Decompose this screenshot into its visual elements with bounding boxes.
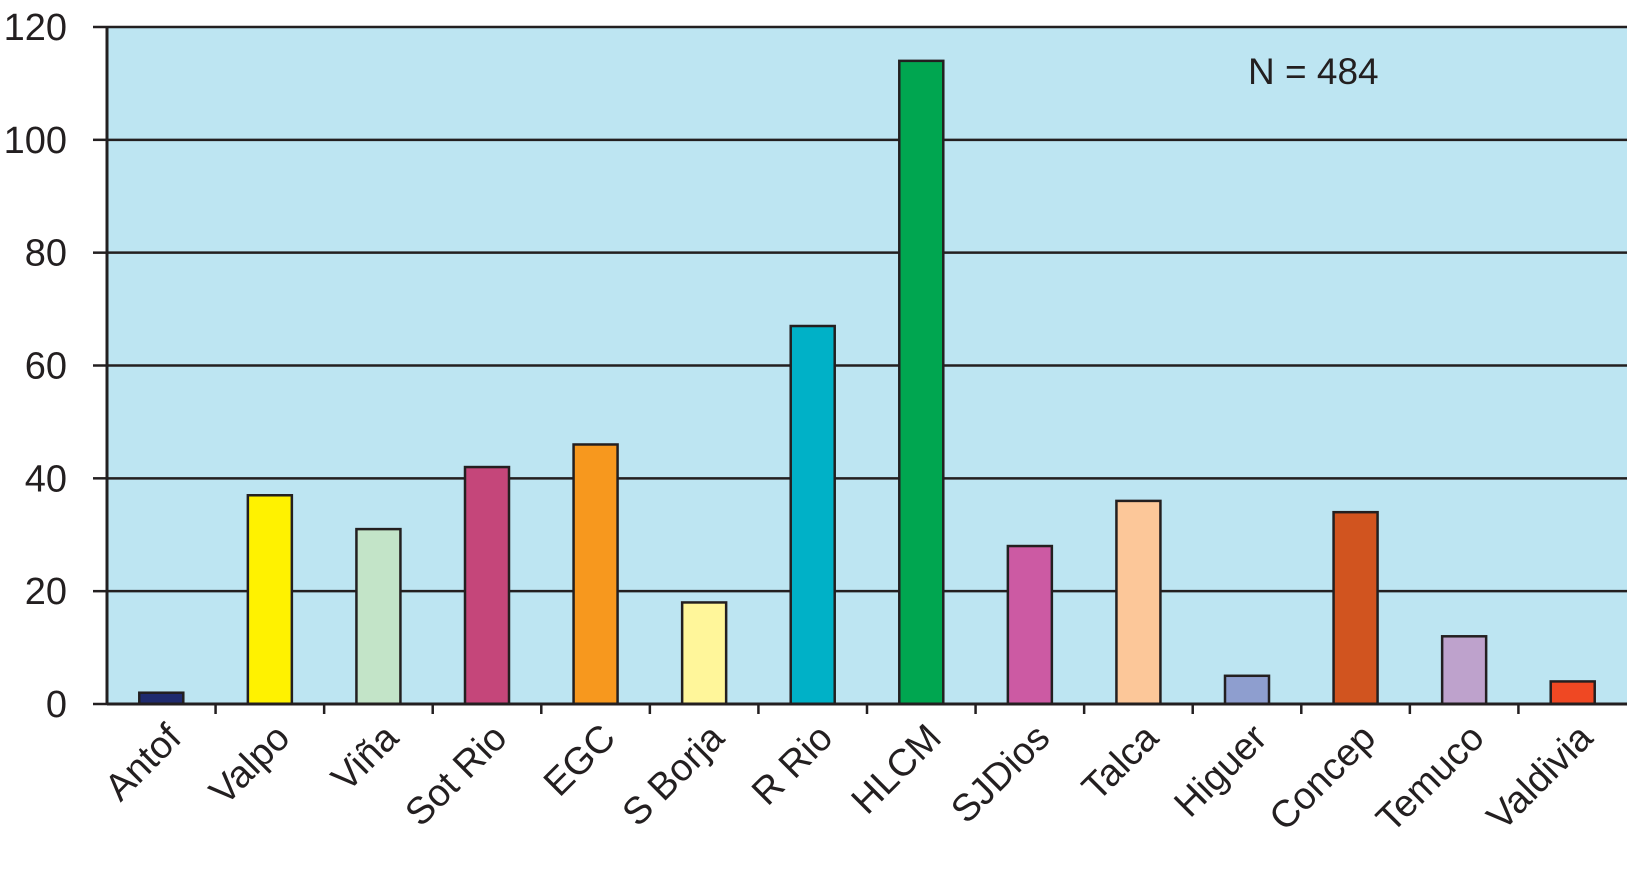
bar-valpo bbox=[246, 494, 294, 706]
x-category-label: Antof bbox=[97, 716, 190, 809]
y-tick-label: 120 bbox=[4, 7, 67, 49]
x-category-label: S Borja bbox=[615, 716, 733, 834]
x-category-label: R Rio bbox=[744, 717, 841, 814]
x-category-label: Concep bbox=[1262, 717, 1384, 839]
bar-s-borja bbox=[680, 601, 728, 706]
bar-concep bbox=[1332, 510, 1379, 706]
bar-egc bbox=[572, 443, 619, 706]
y-tick-label: 20 bbox=[25, 571, 67, 613]
x-category-label: SJDios bbox=[943, 717, 1058, 832]
y-tick-labels: 0 20 40 60 80 100 120 bbox=[4, 7, 107, 726]
y-tick-label: 60 bbox=[25, 346, 67, 388]
x-category-label: Sot Rio bbox=[398, 717, 516, 835]
x-category-label: Talca bbox=[1074, 716, 1167, 809]
y-tick-label: 80 bbox=[25, 233, 67, 275]
bar-antof bbox=[138, 691, 185, 706]
bar-talca bbox=[1115, 499, 1162, 706]
bars-group bbox=[138, 59, 1596, 706]
x-category-label: Temuco bbox=[1369, 717, 1493, 841]
bar-valdivia bbox=[1549, 680, 1596, 706]
bar-sot-rio bbox=[463, 465, 511, 706]
bar-r-rio bbox=[789, 324, 836, 706]
y-tick-label: 40 bbox=[25, 458, 67, 500]
x-category-label: EGC bbox=[536, 717, 624, 805]
x-category-label: Valdivia bbox=[1479, 716, 1601, 838]
bar-temuco bbox=[1440, 635, 1488, 706]
bar-vi-a bbox=[355, 527, 402, 706]
x-category-label: Valpo bbox=[202, 717, 298, 813]
y-tick-label: 100 bbox=[4, 120, 67, 162]
bar-higuer bbox=[1223, 674, 1271, 706]
x-category-label: HLCM bbox=[844, 717, 950, 823]
y-tick-label: 0 bbox=[46, 684, 67, 726]
x-category-label: Viña bbox=[324, 716, 408, 800]
bar-sjdios bbox=[1006, 544, 1054, 706]
sample-size-annotation: N = 484 bbox=[1248, 51, 1379, 92]
x-category-label: Higuer bbox=[1167, 716, 1276, 825]
bar-hlcm bbox=[898, 59, 945, 706]
